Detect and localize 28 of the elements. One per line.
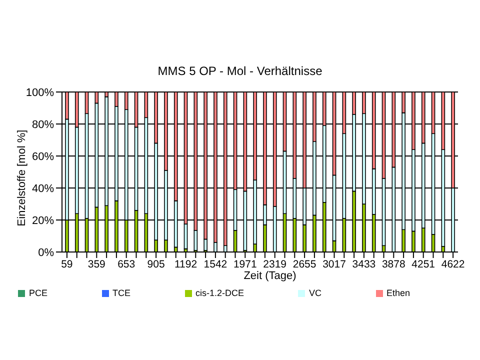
- legend-label: TCE: [112, 288, 131, 298]
- legend-label: Ethen: [386, 288, 410, 298]
- legend-label: VC: [309, 288, 322, 298]
- x-tick-label: 4622: [441, 258, 465, 270]
- y-axis-title: Einzelstoffe [mol %]: [16, 130, 28, 226]
- y-tick-label: 0%: [38, 246, 54, 259]
- legend-label: PCE: [29, 288, 48, 298]
- x-tick-label: 59: [61, 258, 73, 270]
- x-tick-label: 4251: [412, 258, 436, 270]
- y-tick-label: 60%: [32, 150, 54, 163]
- x-tick-label: 2655: [292, 258, 316, 270]
- x-tick-label: 1542: [204, 258, 228, 270]
- x-tick-label: 3878: [382, 258, 406, 270]
- x-tick-label: 653: [118, 258, 136, 270]
- x-tick-label: 1971: [233, 258, 257, 270]
- x-tick-label: 3433: [352, 258, 376, 270]
- legend-label: cis-1.2-DCE: [196, 288, 244, 298]
- y-tick-label: 20%: [32, 214, 54, 227]
- x-axis-title: Zeit (Tage): [242, 270, 298, 282]
- x-tick-label: 2319: [263, 258, 287, 270]
- x-tick-label: 905: [147, 258, 165, 270]
- x-tick-label: 3017: [322, 258, 346, 270]
- y-tick-label: 80%: [32, 118, 54, 131]
- x-tick-label: 359: [88, 258, 106, 270]
- y-tick-label: 100%: [26, 86, 54, 99]
- chart-title: MMS 5 OP - Mol - Verhältnisse: [156, 64, 324, 78]
- x-tick-label: 1192: [174, 258, 198, 270]
- y-tick-label: 40%: [32, 182, 54, 195]
